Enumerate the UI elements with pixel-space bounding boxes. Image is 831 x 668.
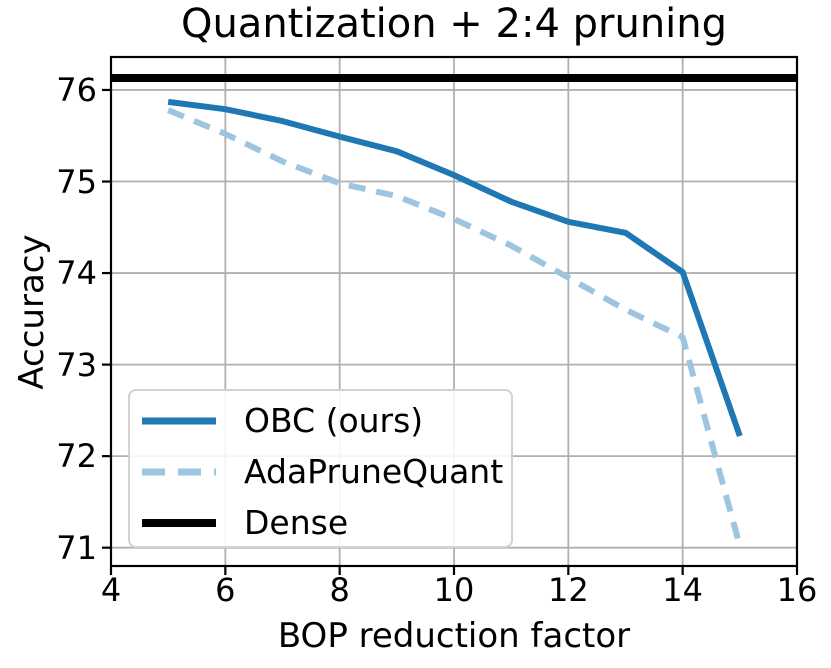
y-tick-label: 74 xyxy=(56,254,97,293)
x-axis-label: BOP reduction factor xyxy=(277,616,631,656)
x-tick-label: 16 xyxy=(776,571,818,609)
legend-line-dense-icon xyxy=(142,518,216,527)
x-tick-label: 6 xyxy=(215,571,236,609)
axes-spines xyxy=(109,55,799,568)
legend-label-adaprunequant: AdaPruneQuant xyxy=(244,452,504,491)
x-tick-label: 8 xyxy=(329,571,350,609)
legend-item-adaprunequant: AdaPruneQuant xyxy=(140,446,511,497)
x-tick-label: 10 xyxy=(433,571,475,609)
legend: OBC (ours) AdaPruneQuant Dense xyxy=(128,389,513,548)
legend-line-obc-icon xyxy=(142,417,216,424)
x-tick-label: 14 xyxy=(662,571,704,609)
legend-item-obc: OBC (ours) xyxy=(140,395,511,446)
y-tick-label: 73 xyxy=(56,345,97,384)
legend-item-dense: Dense xyxy=(140,497,511,548)
y-tick-label: 72 xyxy=(56,437,97,476)
x-tick-label: 4 xyxy=(100,571,122,609)
legend-label-dense: Dense xyxy=(244,503,349,542)
x-tick-label: 12 xyxy=(547,571,589,609)
chart-title: Quantization + 2:4 pruning xyxy=(180,1,728,47)
legend-label-obc: OBC (ours) xyxy=(244,401,424,440)
legend-line-adaprunequant-icon xyxy=(142,468,216,475)
series-line-obc-ours xyxy=(167,98,743,437)
y-tick-label: 71 xyxy=(56,528,97,567)
y-tick-label: 75 xyxy=(56,162,97,201)
y-tick-label: 76 xyxy=(56,70,97,109)
